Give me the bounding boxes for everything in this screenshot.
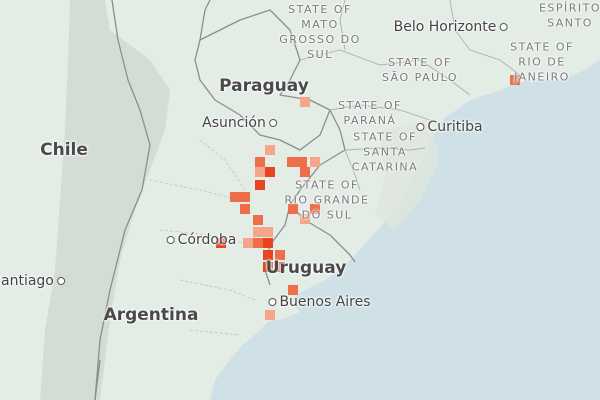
state-label-parana: STATE OF PARANÁ bbox=[338, 99, 402, 127]
city-marker-icon bbox=[416, 123, 425, 131]
city-label-curitiba: Curitiba bbox=[413, 119, 483, 135]
city-label-santiago: Santiago bbox=[0, 273, 68, 289]
country-label-paraguay: Paraguay bbox=[219, 76, 309, 96]
heat-cell[interactable] bbox=[265, 310, 275, 320]
city-marker-icon bbox=[268, 119, 277, 127]
heat-cell[interactable] bbox=[300, 97, 310, 107]
city-name: Córdoba bbox=[177, 232, 237, 248]
heat-cell[interactable] bbox=[243, 238, 253, 248]
city-name: Asunción bbox=[202, 115, 266, 131]
coastal-relief bbox=[375, 120, 440, 230]
heat-cell[interactable] bbox=[255, 167, 265, 177]
city-marker-icon bbox=[499, 23, 508, 31]
city-label-belo-horizonte: Belo Horizonte bbox=[394, 19, 511, 35]
city-label-asuncion: Asunción bbox=[202, 115, 280, 131]
heat-cell[interactable] bbox=[253, 227, 263, 237]
heat-cell[interactable] bbox=[300, 214, 310, 224]
heat-cell[interactable] bbox=[263, 238, 273, 248]
state-label-sao-paulo: STATE OF SÃO PAULO bbox=[381, 56, 459, 84]
state-label-rio-de-janeiro: STATE OF RIO DE JANEIRO bbox=[510, 40, 574, 84]
state-label-mato-grosso-do-sul: STATE OF MATO GROSSO DO SUL bbox=[279, 3, 361, 61]
city-marker-icon bbox=[166, 236, 175, 244]
heat-cell[interactable] bbox=[265, 145, 275, 155]
state-label-espirito-santo: STATE OF ESPÍRITO SANTO bbox=[538, 1, 600, 30]
heat-cell[interactable] bbox=[275, 262, 285, 272]
city-label-cordoba: Córdoba bbox=[164, 232, 237, 248]
border-paraguay bbox=[194, 9, 331, 151]
heat-cell[interactable] bbox=[240, 204, 250, 214]
city-name: Santiago bbox=[0, 273, 54, 289]
heat-cell[interactable] bbox=[510, 75, 520, 85]
heat-cell[interactable] bbox=[263, 262, 273, 272]
heat-cell[interactable] bbox=[253, 238, 263, 248]
heat-cell[interactable] bbox=[275, 250, 285, 260]
border-argentina-brazil bbox=[289, 109, 346, 206]
border-chile-argentina-south bbox=[94, 359, 101, 400]
heat-cell[interactable] bbox=[310, 204, 320, 214]
city-marker-icon bbox=[268, 298, 277, 306]
country-label-chile: Chile bbox=[40, 140, 88, 160]
country-label-argentina: Argentina bbox=[103, 305, 199, 325]
heat-cell[interactable] bbox=[263, 227, 273, 237]
andes-relief bbox=[40, 0, 170, 400]
city-marker-icon bbox=[56, 277, 65, 285]
heat-cell[interactable] bbox=[287, 157, 297, 167]
country-label-uruguay: Uruguay bbox=[265, 258, 347, 278]
city-name: Belo Horizonte bbox=[393, 19, 497, 35]
heat-cell[interactable] bbox=[216, 238, 226, 248]
heat-cell[interactable] bbox=[310, 157, 320, 167]
city-label-buenos-aires: Buenos Aires bbox=[265, 294, 371, 310]
border-brazil-west bbox=[199, 0, 211, 41]
city-name: Curitiba bbox=[427, 119, 483, 135]
heat-cell[interactable] bbox=[255, 180, 265, 190]
state-label-santa-catarina: STATE OF SANTA CATARINA bbox=[351, 130, 419, 174]
heat-cell[interactable] bbox=[240, 192, 250, 202]
border-chile-argentina bbox=[94, 0, 151, 400]
heat-cell[interactable] bbox=[297, 157, 307, 167]
state-label-rio-grande-do-sul: STATE OF RIO GRANDE DO SUL bbox=[284, 178, 370, 222]
heat-cell[interactable] bbox=[230, 192, 240, 202]
heat-cell[interactable] bbox=[300, 167, 310, 177]
heat-cell[interactable] bbox=[288, 204, 298, 214]
heat-cell[interactable] bbox=[253, 215, 263, 225]
heat-cell[interactable] bbox=[255, 157, 265, 167]
heat-cell[interactable] bbox=[263, 250, 273, 260]
heat-cell[interactable] bbox=[288, 285, 298, 295]
heat-cell[interactable] bbox=[265, 167, 275, 177]
city-name: Buenos Aires bbox=[279, 294, 371, 310]
